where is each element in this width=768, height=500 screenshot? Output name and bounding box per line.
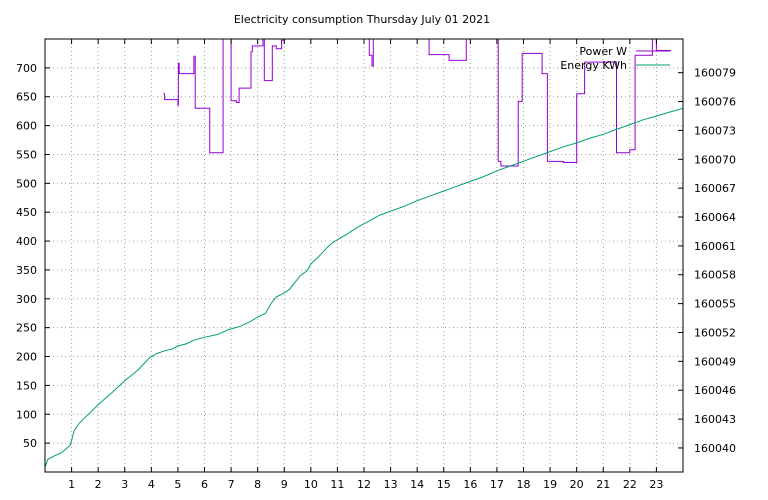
y-right-tick-label: 160079 bbox=[694, 67, 736, 80]
x-tick-label: 20 bbox=[570, 478, 584, 491]
y-left-tick-label: 500 bbox=[16, 177, 37, 190]
x-tick-label: 10 bbox=[304, 478, 318, 491]
y-left-tick-label: 50 bbox=[23, 437, 37, 450]
y-left-tick-label: 700 bbox=[16, 62, 37, 75]
x-tick-label: 23 bbox=[649, 478, 663, 491]
series-line-power-w bbox=[163, 39, 671, 167]
x-tick-label: 5 bbox=[174, 478, 181, 491]
x-tick-label: 22 bbox=[623, 478, 637, 491]
x-tick-label: 14 bbox=[410, 478, 424, 491]
y-right-tick-label: 160070 bbox=[694, 153, 736, 166]
x-tick-label: 9 bbox=[281, 478, 288, 491]
x-tick-label: 2 bbox=[95, 478, 102, 491]
x-tick-label: 11 bbox=[330, 478, 344, 491]
y-left-tick-label: 650 bbox=[16, 91, 37, 104]
y-right-tick-label: 160055 bbox=[694, 298, 736, 311]
y-left-tick-label: 350 bbox=[16, 264, 37, 277]
x-tick-label: 4 bbox=[148, 478, 155, 491]
x-tick-label: 13 bbox=[384, 478, 398, 491]
y-left-tick-label: 450 bbox=[16, 206, 37, 219]
x-tick-label: 16 bbox=[463, 478, 477, 491]
y-left-tick-label: 550 bbox=[16, 148, 37, 161]
plot-area bbox=[45, 39, 683, 468]
y-right-tick-label: 160058 bbox=[694, 269, 736, 282]
x-tick-label: 8 bbox=[254, 478, 261, 491]
x-tick-label: 15 bbox=[437, 478, 451, 491]
y-left-tick-label: 200 bbox=[16, 351, 37, 364]
x-tick-label: 3 bbox=[121, 478, 128, 491]
x-tick-label: 18 bbox=[517, 478, 531, 491]
axes: 1 2 3 4 5 6 7 8 9 10 11 12 13 14 15 16 17 18 19 20 21 22 23501… bbox=[16, 39, 736, 491]
y-left-tick-label: 250 bbox=[16, 322, 37, 335]
grid bbox=[45, 39, 683, 472]
x-tick-label: 12 bbox=[357, 478, 371, 491]
y-right-tick-label: 160040 bbox=[694, 442, 736, 455]
y-left-tick-label: 400 bbox=[16, 235, 37, 248]
x-tick-label: 7 bbox=[228, 478, 235, 491]
x-tick-label: 21 bbox=[596, 478, 610, 491]
legend-label-power-w: Power W bbox=[579, 45, 627, 58]
y-right-tick-label: 160064 bbox=[694, 211, 736, 224]
y-left-tick-label: 300 bbox=[16, 293, 37, 306]
y-right-tick-label: 160076 bbox=[694, 96, 736, 109]
legend-label-energy-kwh: Energy KWh bbox=[560, 59, 627, 72]
y-right-tick-label: 160052 bbox=[694, 326, 736, 339]
x-tick-label: 17 bbox=[490, 478, 504, 491]
y-right-tick-label: 160061 bbox=[694, 240, 736, 253]
x-tick-label: 6 bbox=[201, 478, 208, 491]
y-right-tick-label: 160046 bbox=[694, 384, 736, 397]
chart-title: Electricity consumption Thursday July 01… bbox=[234, 13, 490, 26]
y-right-tick-label: 160073 bbox=[694, 124, 736, 137]
x-tick-label: 19 bbox=[543, 478, 557, 491]
x-tick-label: 1 bbox=[68, 478, 75, 491]
y-left-tick-label: 150 bbox=[16, 379, 37, 392]
y-right-tick-label: 160049 bbox=[694, 355, 736, 368]
y-left-tick-label: 100 bbox=[16, 408, 37, 421]
y-right-tick-label: 160043 bbox=[694, 413, 736, 426]
series-line-energy-kwh bbox=[45, 107, 683, 468]
y-left-tick-label: 600 bbox=[16, 120, 37, 133]
y-right-tick-label: 160067 bbox=[694, 182, 736, 195]
